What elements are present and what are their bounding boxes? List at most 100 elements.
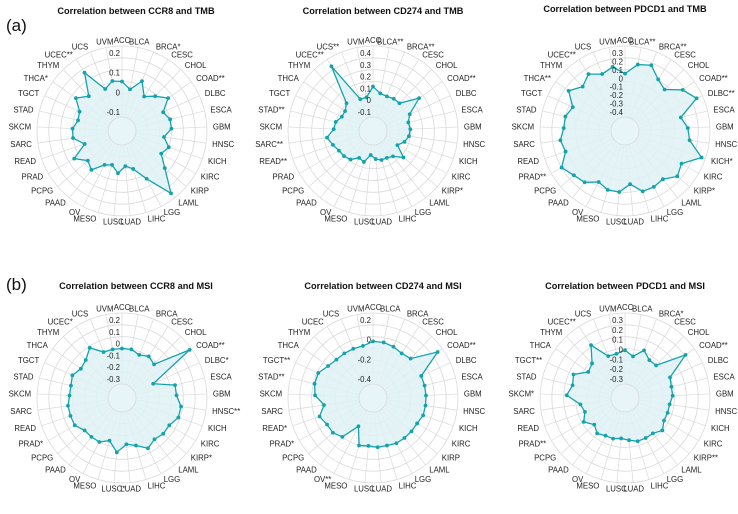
tick-label: -0.1 — [610, 83, 623, 92]
category-label: KICH — [208, 157, 227, 166]
category-label: THYM — [288, 328, 310, 337]
data-point-THYM — [590, 361, 594, 366]
category-label: DLBC — [456, 89, 477, 98]
tick-label: -0.2 — [610, 365, 623, 374]
data-point-LAML — [391, 154, 395, 159]
category-label: LIHC — [399, 481, 417, 490]
category-label: UCS — [575, 310, 591, 319]
category-label: KIRC — [704, 440, 723, 449]
data-point-KIRC — [167, 423, 172, 428]
category-label: DLBC** — [708, 89, 735, 98]
category-label: UCS — [575, 43, 591, 52]
data-point-UVM — [110, 347, 115, 352]
category-label: MESO — [324, 481, 347, 490]
data-point-KICH — [421, 413, 426, 418]
category-label: BLCA — [129, 305, 150, 314]
tick-label: 0 — [367, 96, 372, 105]
category-label: TGCT** — [263, 356, 290, 365]
data-point-LGG — [643, 436, 648, 440]
category-label: GBM — [716, 123, 734, 132]
data-point-KIRC — [679, 161, 684, 166]
category-label: CHOL — [688, 328, 710, 337]
chart-title: Correlation between PDCD1 and MSI — [545, 281, 705, 291]
category-label: TGCT — [18, 356, 39, 365]
data-point-PAAD — [340, 435, 345, 439]
inner-circle — [107, 116, 137, 146]
data-point-MESO — [357, 443, 361, 448]
category-label: KIRC — [201, 173, 220, 182]
category-label: LAML — [429, 199, 450, 208]
category-label: BRCA — [156, 310, 178, 319]
category-label: BRCA* — [659, 310, 684, 319]
data-point-SKCM — [561, 126, 566, 130]
category-label: KICH — [459, 424, 478, 433]
chart-title: Correlation between PDCD1 and TMB — [543, 4, 707, 14]
data-point-THCA — [566, 88, 571, 93]
category-label: KICH — [711, 424, 730, 433]
data-point-THCA — [78, 366, 83, 371]
category-label: COAD** — [196, 74, 225, 83]
category-label: KIRC — [201, 440, 220, 449]
data-point-BLCA — [378, 91, 383, 96]
data-point-DLBC — [161, 110, 166, 115]
category-label: MESO — [73, 481, 96, 490]
data-point-KIRP — [161, 431, 166, 436]
category-label: THCA* — [24, 74, 48, 83]
category-label: TGCT — [521, 89, 542, 98]
category-label: DLBC — [456, 356, 477, 365]
data-point-PAAD — [89, 435, 94, 439]
data-point-COAD — [417, 96, 422, 101]
category-label: LUAD — [371, 485, 392, 494]
tick-label: 0 — [619, 346, 624, 355]
category-label: PRAD** — [518, 440, 546, 449]
category-label: PRAD* — [18, 440, 43, 449]
category-label: LIHC — [148, 481, 166, 490]
category-label: UVM — [96, 38, 113, 47]
panel-label-b: (b) — [6, 275, 27, 294]
category-label: KIRP** — [694, 454, 718, 463]
category-label: PCPG — [282, 454, 304, 463]
category-label: UCEC** — [548, 50, 576, 59]
data-point-CHOL — [654, 363, 658, 368]
category-label: ESCA — [713, 373, 735, 382]
data-point-STAD — [563, 114, 568, 119]
tick-label: -0.1 — [107, 108, 120, 117]
category-label: CESC — [171, 317, 193, 326]
data-point-TGCT — [339, 114, 344, 119]
category-label: LAML — [178, 199, 199, 208]
category-label: ACC — [365, 303, 382, 312]
data-point-THYM — [580, 84, 585, 89]
data-point-TGCT — [77, 109, 82, 114]
category-label: HNSC — [715, 407, 737, 416]
category-label: LUSC — [103, 218, 124, 227]
category-label: SARC — [513, 140, 535, 149]
category-label: COAD** — [699, 74, 728, 83]
category-label: LIHC — [399, 214, 417, 223]
category-label: KIRP — [442, 454, 460, 463]
category-label: KICH* — [711, 157, 733, 166]
data-point-ACC — [371, 339, 375, 344]
category-label: PAAD — [548, 466, 569, 475]
category-label: LGG — [415, 475, 431, 484]
data-point-DLBC — [668, 375, 672, 380]
category-label: PCPG — [31, 454, 53, 463]
category-label: READ — [517, 157, 539, 166]
tick-label: 0.1 — [109, 69, 120, 78]
data-point-CESC — [142, 94, 147, 99]
data-point-OV — [357, 155, 362, 160]
category-label: PRAD** — [518, 173, 546, 182]
data-point-SKCM — [564, 393, 569, 398]
data-point-PRAD — [337, 148, 341, 153]
data-point-OV — [603, 433, 608, 438]
data-point-UCS — [606, 354, 611, 359]
data-point-UCS — [351, 346, 356, 351]
category-label: READ — [14, 157, 36, 166]
category-label: STAD** — [258, 373, 284, 382]
category-label: CESC — [422, 50, 444, 59]
data-point-ACC — [623, 348, 627, 353]
data-point-READ — [583, 409, 587, 414]
data-point-UCEC — [586, 72, 591, 76]
category-label: SARC — [261, 407, 283, 416]
category-label: UCS** — [317, 43, 340, 52]
data-point-DLBC — [419, 374, 424, 378]
